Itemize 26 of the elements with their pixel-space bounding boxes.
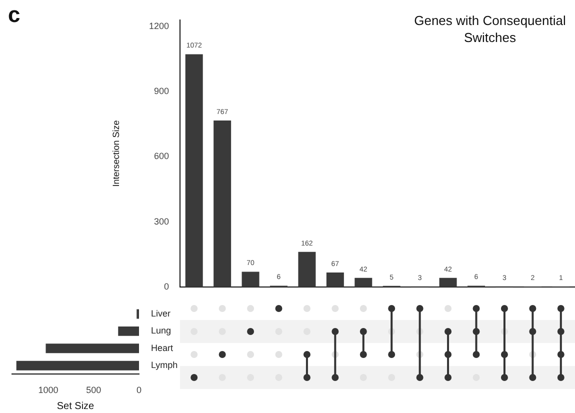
text: c: [8, 2, 20, 28]
y-tick-label: 600: [154, 151, 169, 162]
chart-title: Genes with Consequential Switches: [413, 12, 567, 46]
bar: [298, 252, 316, 287]
y-tick-label: 900: [154, 86, 169, 96]
bar: [46, 344, 139, 354]
bar: [354, 278, 372, 287]
y-tick-label: Lung: [151, 326, 172, 336]
y-tick-label: 0: [164, 281, 169, 292]
y-tick-label: Lymph: [151, 360, 178, 370]
bar: [118, 326, 139, 336]
bar: [185, 54, 203, 287]
bar: [439, 278, 457, 287]
y-tick-label: 1200: [148, 20, 169, 31]
x-tick-label: 500: [86, 385, 102, 396]
y-tick-label: 300: [154, 216, 169, 226]
bar: [242, 272, 260, 287]
x-axis-title: Set Size: [56, 400, 95, 412]
bar: [16, 360, 139, 370]
bar: [214, 120, 232, 287]
y-axis-title: Intersection Size: [110, 120, 121, 187]
bar: [326, 272, 344, 287]
y-tick-label: Liver: [151, 308, 171, 318]
x-tick-label: 0: [136, 385, 142, 396]
y-tick-label: Heart: [151, 342, 174, 353]
x-tick-label: 1000: [38, 385, 58, 396]
